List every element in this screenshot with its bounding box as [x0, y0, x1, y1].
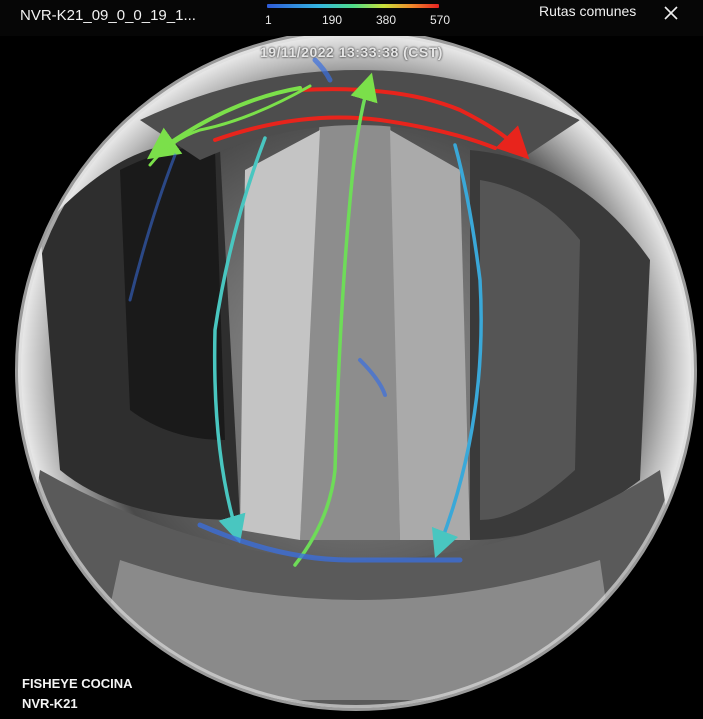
- nvr-label-overlay: NVR-K21: [22, 696, 78, 711]
- route-blue-left: [128, 153, 177, 302]
- store-scene: [18, 70, 694, 708]
- fisheye-video-view[interactable]: [0, 36, 703, 719]
- camera-name-overlay: FISHEYE COCINA: [22, 676, 133, 691]
- route-trails: [128, 57, 530, 567]
- top-bar: NVR-K21_09_0_0_19_1... 1 190 380 570 Rut…: [0, 0, 703, 36]
- legend-label-min: 1: [265, 13, 272, 27]
- route-green-2: [148, 84, 312, 167]
- route-blue-mid: [358, 358, 387, 397]
- video-timestamp: 19/11/2022 13:33:38 (CST): [260, 44, 443, 60]
- route-red-2: [213, 115, 497, 150]
- route-cyan-right: [431, 143, 483, 559]
- route-blue-top: [312, 57, 333, 83]
- camera-title: NVR-K21_09_0_0_19_1...: [20, 7, 196, 24]
- route-green-1: [146, 86, 302, 160]
- route-red-1: [298, 87, 530, 160]
- close-button[interactable]: [660, 2, 682, 24]
- common-routes-link[interactable]: Rutas comunes: [539, 3, 637, 19]
- close-icon: [664, 6, 678, 20]
- legend-label-max: 570: [430, 13, 451, 27]
- route-blue-bottom: [197, 522, 463, 563]
- legend-gradient-bar: [267, 4, 439, 8]
- heat-legend: 1 190 380 570: [262, 3, 450, 31]
- legend-label-1: 190: [322, 13, 343, 27]
- legend-label-2: 380: [376, 13, 397, 27]
- route-green-3: [293, 72, 378, 567]
- route-cyan-left: [212, 136, 267, 544]
